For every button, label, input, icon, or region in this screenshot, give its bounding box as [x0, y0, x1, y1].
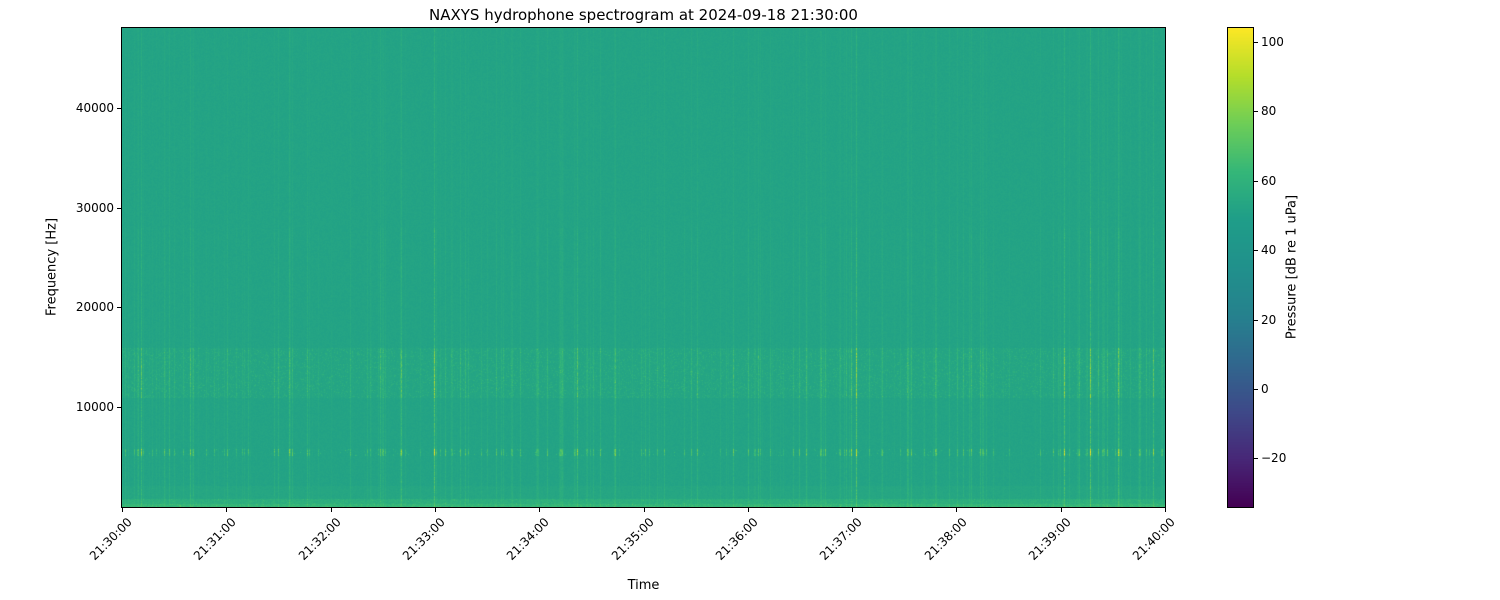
y-tick-label: 20000 [75, 300, 114, 315]
colorbar-tick-label: 80 [1261, 104, 1277, 119]
x-tick-mark [330, 508, 332, 512]
colorbar-tick-mark [1254, 319, 1258, 321]
chart-title: NAXYS hydrophone spectrogram at 2024-09-… [429, 6, 858, 24]
colorbar-tick-mark [1254, 41, 1258, 43]
colorbar-tick-label: 60 [1261, 173, 1277, 188]
x-tick-mark [539, 508, 541, 512]
x-tick-mark [434, 508, 436, 512]
colorbar-tick-label: 0 [1261, 381, 1269, 396]
colorbar-tick-label: −20 [1261, 451, 1287, 466]
y-tick-label: 10000 [75, 400, 114, 415]
x-tick-label: 21:32:00 [295, 515, 344, 564]
x-tick-mark [747, 508, 749, 512]
y-tick-label: 40000 [75, 100, 114, 115]
x-tick-label: 21:33:00 [399, 515, 448, 564]
x-tick-mark [1165, 508, 1166, 512]
colorbar-label: Pressure [dB re 1 uPa] [1284, 194, 1300, 340]
colorbar-tick-label: 100 [1261, 34, 1284, 49]
x-tick-mark [226, 508, 228, 512]
x-tick-label: 21:36:00 [712, 515, 761, 564]
y-tick-mark [117, 207, 121, 209]
x-tick-label: 21:40:00 [1129, 515, 1178, 564]
colorbar-tick-mark [1254, 250, 1258, 252]
x-tick-label: 21:30:00 [86, 515, 135, 564]
y-tick-mark [117, 407, 121, 409]
colorbar-tick-mark [1254, 180, 1258, 182]
x-tick-mark [1060, 508, 1062, 512]
colorbar [1227, 27, 1254, 508]
colorbar-tick-label: 40 [1261, 243, 1277, 258]
x-axis-label: Time [627, 578, 660, 593]
y-tick-mark [117, 107, 121, 109]
colorbar-tick-mark [1254, 388, 1258, 390]
y-tick-mark [117, 307, 121, 309]
x-tick-label: 21:37:00 [816, 515, 866, 564]
y-tick-label: 30000 [75, 200, 114, 215]
x-tick-label: 21:31:00 [191, 515, 240, 564]
x-tick-mark [122, 508, 123, 512]
x-tick-mark [956, 508, 958, 512]
x-tick-mark [643, 508, 645, 512]
x-tick-label: 21:34:00 [504, 515, 553, 564]
colorbar-tick-mark [1254, 458, 1258, 460]
x-tick-label: 21:35:00 [608, 515, 657, 564]
x-tick-label: 21:38:00 [921, 515, 970, 564]
x-tick-mark [852, 508, 854, 512]
colorbar-tick-mark [1254, 111, 1258, 113]
colorbar-tick-label: 20 [1261, 312, 1277, 327]
spectrogram-image [121, 27, 1166, 508]
x-tick-label: 21:39:00 [1025, 515, 1074, 564]
